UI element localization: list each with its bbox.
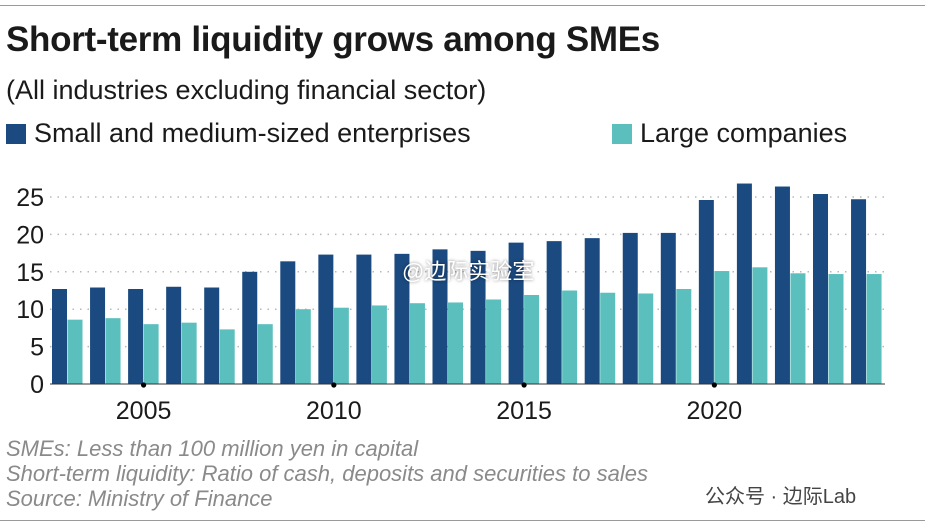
y-tick-label: 0 xyxy=(30,371,44,399)
bar-large-2016 xyxy=(562,290,578,384)
bar-large-2017 xyxy=(600,292,616,384)
bar-smes-2006 xyxy=(166,286,182,384)
bar-smes-2013 xyxy=(432,249,448,384)
chart-subtitle: (All industries excluding financial sect… xyxy=(6,75,487,105)
bar-smes-2004 xyxy=(90,287,106,384)
note-source: Source: Ministry of Finance xyxy=(6,486,273,511)
bar-smes-2003 xyxy=(52,289,67,384)
y-tick-label: 20 xyxy=(16,221,44,249)
bar-smes-2022 xyxy=(774,186,790,384)
bar-smes-2015 xyxy=(508,242,524,384)
bar-large-2021 xyxy=(752,267,768,384)
bar-smes-2010 xyxy=(318,254,334,384)
watermark-weibo: @边际实验室 xyxy=(402,259,535,284)
bar-large-2004 xyxy=(105,318,121,384)
bar-smes-2014 xyxy=(470,250,486,384)
bar-large-2007 xyxy=(219,329,235,384)
bar-large-2015 xyxy=(524,294,540,384)
bar-large-2014 xyxy=(486,299,502,384)
x-tick-mark xyxy=(521,382,527,388)
x-tick-mark xyxy=(331,382,337,388)
x-tick-label: 2020 xyxy=(687,397,743,425)
bar-smes-2011 xyxy=(356,254,372,384)
y-tick-label: 25 xyxy=(16,184,44,212)
x-tick-label: 2015 xyxy=(496,397,552,425)
legend-swatch-large xyxy=(612,123,632,144)
bar-large-2011 xyxy=(371,305,387,384)
y-tick-label: 10 xyxy=(16,296,44,324)
x-tick-label: 2005 xyxy=(116,397,172,425)
bar-smes-2020 xyxy=(698,199,714,384)
bar-large-2013 xyxy=(448,302,463,384)
bar-chart: 0 5 10 15 20 25 2005 2010 2015 2020 xyxy=(16,183,885,425)
bar-large-2006 xyxy=(181,322,197,384)
bar-smes-2018 xyxy=(622,232,638,384)
bar-large-2022 xyxy=(790,273,806,384)
bar-smes-2009 xyxy=(280,261,296,384)
bar-large-2008 xyxy=(257,324,273,384)
bottom-rule xyxy=(0,520,925,521)
footnotes: SMEs: Less than 100 million yen in capit… xyxy=(6,436,648,511)
bar-smes-2005 xyxy=(128,289,144,384)
bar-smes-2024 xyxy=(851,199,867,384)
bar-smes-2021 xyxy=(736,183,752,384)
x-tick-mark xyxy=(711,382,717,388)
top-rule xyxy=(0,5,925,6)
watermark-wechat: 公众号 · 边际Lab xyxy=(705,486,857,508)
bar-smes-2023 xyxy=(813,194,828,384)
bar-large-2009 xyxy=(295,309,311,384)
bar-large-2005 xyxy=(143,324,159,384)
bar-large-2018 xyxy=(638,293,654,384)
bar-large-2019 xyxy=(676,289,692,384)
bar-large-2010 xyxy=(333,307,349,384)
bar-smes-2016 xyxy=(546,241,562,384)
note-liquidity-definition: Short-term liquidity: Ratio of cash, dep… xyxy=(6,461,648,486)
x-tick-mark xyxy=(141,382,147,388)
bar-smes-2012 xyxy=(394,253,410,384)
x-tick-label: 2010 xyxy=(306,397,362,425)
legend-swatch-smes xyxy=(6,123,26,144)
note-smes-definition: SMEs: Less than 100 million yen in capit… xyxy=(6,436,419,461)
bar-smes-2019 xyxy=(660,232,676,384)
legend-label-large: Large companies xyxy=(640,118,848,148)
y-tick-label: 15 xyxy=(16,259,44,287)
legend-item-large: Large companies xyxy=(612,118,847,149)
bar-large-2020 xyxy=(714,271,730,384)
y-tick-label: 5 xyxy=(30,334,44,362)
chart-title: Short-term liquidity grows among SMEs xyxy=(6,20,660,59)
bar-large-2003 xyxy=(67,319,83,384)
legend-item-smes: Small and medium-sized enterprises xyxy=(6,118,471,149)
bar-smes-2017 xyxy=(584,238,600,384)
bar-smes-2008 xyxy=(242,271,258,384)
bar-large-2024 xyxy=(866,274,882,384)
bar-large-2023 xyxy=(828,274,844,384)
bar-smes-2007 xyxy=(204,287,220,384)
bar-large-2012 xyxy=(409,303,425,384)
legend-label-smes: Small and medium-sized enterprises xyxy=(34,118,471,148)
